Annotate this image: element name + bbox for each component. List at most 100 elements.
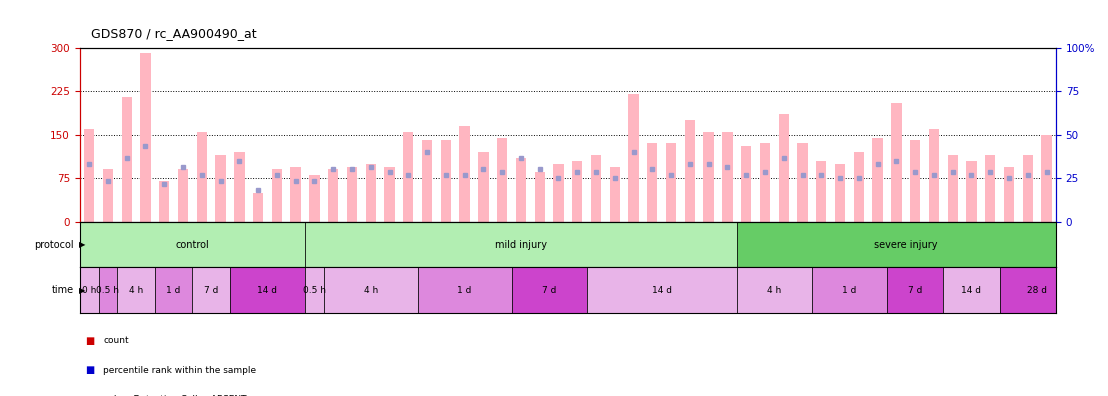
Bar — [685, 120, 695, 222]
Text: percentile rank within the sample: percentile rank within the sample — [103, 366, 256, 375]
Text: 0.5 h: 0.5 h — [96, 286, 120, 295]
Bar — [324, 267, 418, 313]
Text: 7 d: 7 d — [542, 286, 556, 295]
Bar — [309, 175, 319, 222]
Bar — [737, 222, 1075, 267]
Text: 28 d: 28 d — [1027, 286, 1047, 295]
Text: GDS870 / rc_AA900490_at: GDS870 / rc_AA900490_at — [91, 27, 256, 40]
Bar — [347, 167, 357, 222]
Text: 1 d: 1 d — [166, 286, 181, 295]
Text: mild injury: mild injury — [495, 240, 547, 249]
Bar — [193, 267, 230, 313]
Bar — [741, 146, 751, 222]
Bar — [512, 267, 586, 313]
Text: ■: ■ — [85, 365, 94, 375]
Bar — [155, 267, 193, 313]
Bar — [418, 267, 512, 313]
Bar — [328, 169, 338, 222]
Bar — [999, 267, 1075, 313]
Bar — [947, 155, 957, 222]
Text: 7 d: 7 d — [907, 286, 922, 295]
Bar — [966, 161, 976, 222]
Bar — [872, 137, 883, 222]
Bar — [84, 129, 94, 222]
Bar — [384, 167, 394, 222]
Text: severe injury: severe injury — [874, 240, 937, 249]
Bar — [704, 132, 714, 222]
Text: ▶: ▶ — [79, 286, 85, 295]
Bar — [117, 267, 155, 313]
Bar — [80, 222, 305, 267]
Bar — [422, 141, 432, 222]
Bar — [891, 103, 902, 222]
Bar — [835, 164, 845, 222]
Bar — [572, 161, 583, 222]
Text: 4 h: 4 h — [129, 286, 143, 295]
Text: 14 d: 14 d — [257, 286, 277, 295]
Text: ■: ■ — [85, 335, 94, 346]
Bar — [253, 193, 264, 222]
Bar — [479, 152, 489, 222]
Bar — [230, 267, 305, 313]
Bar — [305, 222, 737, 267]
Bar — [812, 267, 888, 313]
Bar — [99, 267, 117, 313]
Bar — [103, 169, 113, 222]
Bar — [910, 141, 921, 222]
Text: ■: ■ — [85, 395, 94, 396]
Bar — [737, 267, 812, 313]
Text: 1 d: 1 d — [458, 286, 472, 295]
Bar — [122, 97, 132, 222]
Text: 0 h: 0 h — [82, 286, 96, 295]
Bar — [141, 53, 151, 222]
Text: time: time — [52, 285, 74, 295]
Text: 4 h: 4 h — [363, 286, 378, 295]
Bar — [196, 132, 207, 222]
Bar — [441, 141, 451, 222]
Bar — [985, 155, 995, 222]
Bar — [160, 181, 170, 222]
Bar — [888, 267, 943, 313]
Text: 7 d: 7 d — [204, 286, 218, 295]
Text: ▶: ▶ — [79, 240, 85, 249]
Bar — [460, 126, 470, 222]
Bar — [305, 267, 324, 313]
Text: 14 d: 14 d — [652, 286, 671, 295]
Bar — [760, 143, 770, 222]
Bar — [234, 152, 245, 222]
Bar — [215, 155, 226, 222]
Bar — [534, 172, 545, 222]
Bar — [1004, 167, 1014, 222]
Bar — [628, 94, 638, 222]
Bar — [290, 167, 300, 222]
Bar — [591, 155, 602, 222]
Bar — [779, 114, 789, 222]
Text: 1 d: 1 d — [842, 286, 856, 295]
Bar — [1042, 135, 1051, 222]
Bar — [798, 143, 808, 222]
Text: 4 h: 4 h — [767, 286, 781, 295]
Bar — [1023, 155, 1033, 222]
Bar — [609, 167, 620, 222]
Bar — [553, 164, 564, 222]
Bar — [586, 267, 737, 313]
Bar — [666, 143, 676, 222]
Text: control: control — [175, 240, 209, 249]
Bar — [647, 143, 657, 222]
Text: count: count — [103, 336, 129, 345]
Text: protocol: protocol — [34, 240, 74, 249]
Text: 0.5 h: 0.5 h — [302, 286, 326, 295]
Bar — [80, 267, 99, 313]
Bar — [497, 137, 507, 222]
Bar — [515, 158, 526, 222]
Text: 14 d: 14 d — [962, 286, 982, 295]
Bar — [817, 161, 827, 222]
Bar — [929, 129, 940, 222]
Bar — [178, 169, 188, 222]
Bar — [722, 132, 732, 222]
Bar — [366, 164, 376, 222]
Bar — [853, 152, 864, 222]
Bar — [943, 267, 999, 313]
Bar — [403, 132, 413, 222]
Bar — [271, 169, 283, 222]
